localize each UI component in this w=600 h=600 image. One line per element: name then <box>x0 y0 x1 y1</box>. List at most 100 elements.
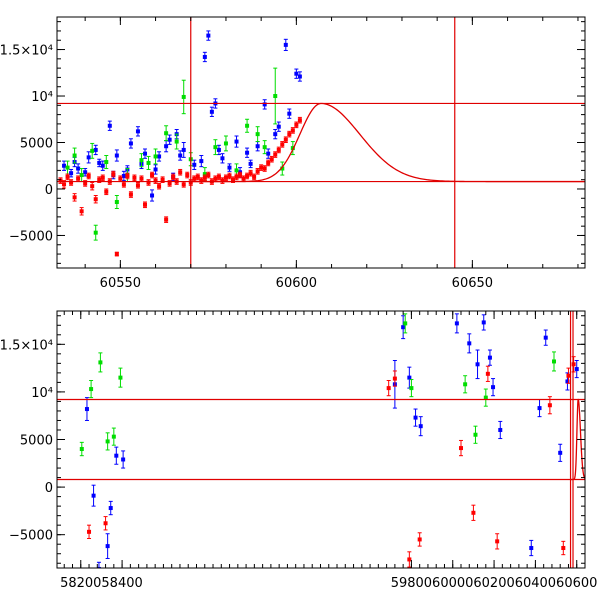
data-point <box>220 177 225 184</box>
data-point <box>566 367 571 384</box>
data-point <box>241 175 246 183</box>
data-point <box>467 333 472 354</box>
data-point <box>128 138 133 149</box>
marker <box>483 395 488 400</box>
data-point <box>181 181 186 188</box>
data-point <box>135 181 140 189</box>
data-point <box>259 164 264 171</box>
marker <box>252 174 257 179</box>
marker <box>407 557 412 562</box>
y-tick-label: 5000 <box>20 137 53 152</box>
marker <box>234 174 239 179</box>
data-point <box>199 155 204 168</box>
marker <box>195 174 200 179</box>
marker <box>104 189 109 194</box>
data-point <box>86 151 91 164</box>
marker <box>245 173 250 178</box>
marker <box>192 176 197 181</box>
marker <box>97 160 102 165</box>
data-point <box>91 484 96 507</box>
x-tick-label: 60600 <box>556 576 597 591</box>
marker <box>103 521 108 526</box>
marker <box>481 320 486 325</box>
marker <box>86 155 91 160</box>
marker <box>114 453 119 458</box>
marker <box>174 139 179 144</box>
data-point <box>213 175 218 183</box>
data-point <box>178 150 183 161</box>
data-point <box>216 144 221 156</box>
data-point <box>245 118 250 133</box>
data-point <box>86 172 91 180</box>
marker <box>69 171 74 176</box>
marker <box>283 42 288 47</box>
data-point <box>206 30 211 41</box>
marker <box>262 102 267 107</box>
data-point <box>167 180 172 187</box>
data-point <box>471 504 476 521</box>
marker <box>160 177 165 182</box>
marker <box>135 129 140 134</box>
data-point <box>498 420 503 440</box>
x-tick-label: 60600 <box>276 276 317 291</box>
data-points-top <box>58 30 302 257</box>
marker <box>386 386 391 391</box>
data-point <box>245 147 250 158</box>
marker <box>143 151 147 156</box>
data-point <box>483 388 488 407</box>
marker <box>273 132 278 137</box>
data-point <box>262 140 267 155</box>
data-point <box>139 175 144 183</box>
marker <box>87 529 92 534</box>
marker <box>413 415 418 420</box>
marker <box>91 493 96 498</box>
data-point <box>100 160 105 171</box>
marker <box>403 321 408 326</box>
data-point <box>128 191 133 198</box>
data-point <box>276 146 281 154</box>
data-point <box>273 67 278 125</box>
marker <box>262 145 267 150</box>
marker <box>90 148 95 153</box>
marker <box>409 386 414 391</box>
data-point <box>96 561 101 568</box>
data-point <box>280 141 285 148</box>
marker <box>269 157 274 162</box>
marker <box>139 176 144 181</box>
marker <box>114 252 119 257</box>
marker <box>574 367 579 372</box>
marker <box>566 373 571 378</box>
data-point <box>114 194 119 210</box>
marker <box>62 163 67 168</box>
marker <box>105 439 110 444</box>
marker <box>266 151 271 156</box>
data-point <box>418 416 423 437</box>
marker <box>266 160 271 165</box>
data-point <box>181 142 186 158</box>
data-point <box>65 160 70 175</box>
marker <box>552 359 557 364</box>
data-point <box>202 51 207 63</box>
data-point <box>213 139 218 156</box>
marker <box>146 180 151 185</box>
data-point <box>93 224 98 241</box>
marker <box>276 124 281 129</box>
marker <box>459 446 464 451</box>
marker <box>245 123 250 128</box>
marker <box>76 176 81 181</box>
data-point <box>227 163 232 172</box>
marker <box>202 54 207 59</box>
data-point <box>171 173 176 181</box>
data-points-bottom <box>79 313 579 568</box>
marker <box>248 161 253 166</box>
data-point <box>111 427 116 446</box>
data-point <box>529 539 534 557</box>
data-point <box>199 177 204 184</box>
marker <box>537 406 542 411</box>
marker <box>202 172 207 177</box>
marker <box>294 122 299 127</box>
marker <box>220 178 225 183</box>
marker <box>287 132 292 137</box>
marker <box>202 175 207 180</box>
y-tick-label: 1.5×10⁴ <box>0 44 53 59</box>
